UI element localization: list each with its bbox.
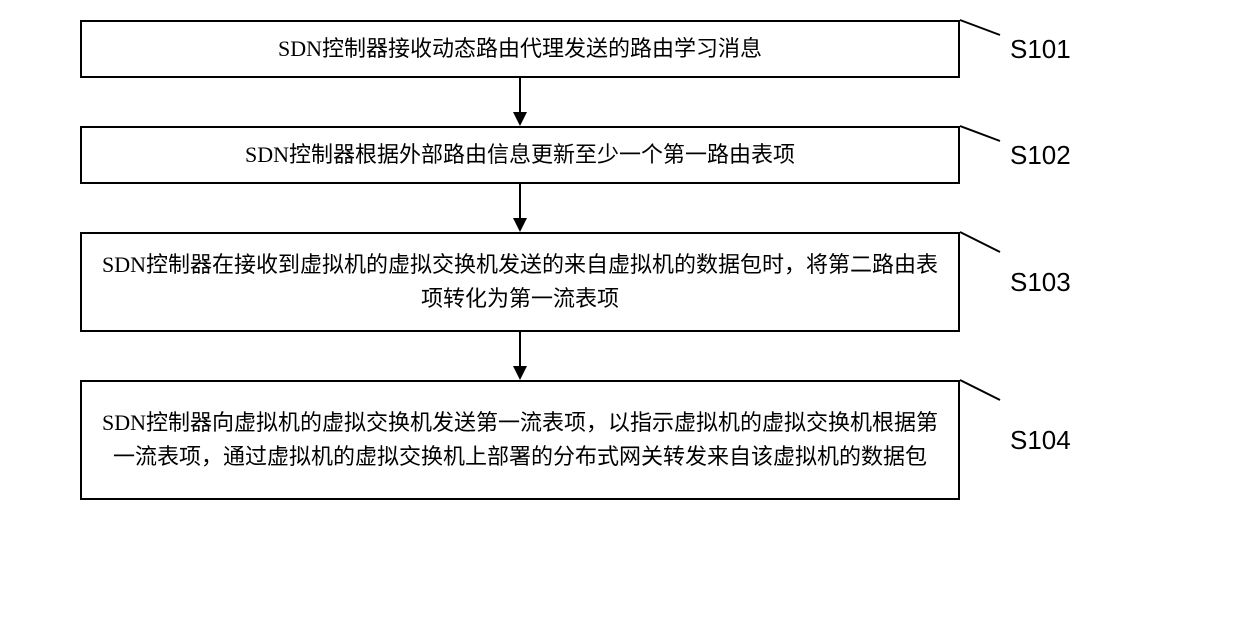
step-box-2: SDN控制器根据外部路由信息更新至少一个第一路由表项 <box>80 126 960 184</box>
arrow-2-3 <box>80 184 960 232</box>
step-label-2: S102 <box>1010 140 1071 171</box>
flowchart-container: SDN控制器接收动态路由代理发送的路由学习消息 S101 SDN控制器根据外部路… <box>80 20 1160 500</box>
arrow-1-2 <box>80 78 960 126</box>
step-label-1: S101 <box>1010 34 1071 65</box>
step-box-1: SDN控制器接收动态路由代理发送的路由学习消息 <box>80 20 960 78</box>
step-box-4: SDN控制器向虚拟机的虚拟交换机发送第一流表项，以指示虚拟机的虚拟交换机根据第一… <box>80 380 960 500</box>
step-row-4: SDN控制器向虚拟机的虚拟交换机发送第一流表项，以指示虚拟机的虚拟交换机根据第一… <box>80 380 1160 500</box>
step-text: SDN控制器向虚拟机的虚拟交换机发送第一流表项，以指示虚拟机的虚拟交换机根据第一… <box>98 406 942 474</box>
step-label-3: S103 <box>1010 267 1071 298</box>
step-row-2: SDN控制器根据外部路由信息更新至少一个第一路由表项 S102 <box>80 126 1160 184</box>
step-row-1: SDN控制器接收动态路由代理发送的路由学习消息 S101 <box>80 20 1160 78</box>
step-row-3: SDN控制器在接收到虚拟机的虚拟交换机发送的来自虚拟机的数据包时，将第二路由表项… <box>80 232 1160 332</box>
step-text: SDN控制器接收动态路由代理发送的路由学习消息 <box>278 32 762 66</box>
step-text: SDN控制器在接收到虚拟机的虚拟交换机发送的来自虚拟机的数据包时，将第二路由表项… <box>98 248 942 316</box>
step-box-3: SDN控制器在接收到虚拟机的虚拟交换机发送的来自虚拟机的数据包时，将第二路由表项… <box>80 232 960 332</box>
step-text: SDN控制器根据外部路由信息更新至少一个第一路由表项 <box>245 138 795 172</box>
arrow-3-4 <box>80 332 960 380</box>
step-label-4: S104 <box>1010 425 1071 456</box>
